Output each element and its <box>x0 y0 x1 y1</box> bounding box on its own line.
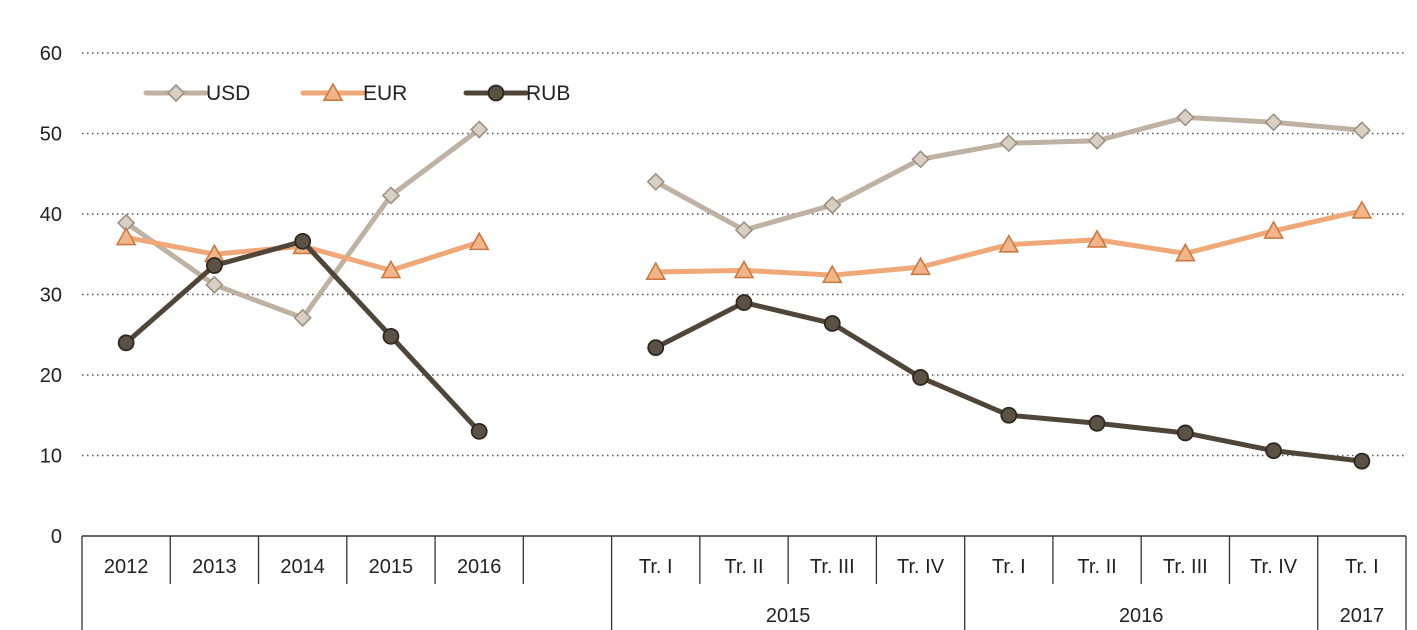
series-group <box>115 108 1373 470</box>
data-point-usd <box>734 220 754 240</box>
data-point-usd <box>911 150 930 169</box>
data-point-usd <box>166 83 186 103</box>
data-point-eur <box>998 233 1020 253</box>
x-tick-label: Tr. I <box>992 556 1026 578</box>
y-tick-label: 50 <box>40 124 62 146</box>
data-point-usd <box>1087 131 1107 150</box>
y-tick-label: 60 <box>40 43 62 65</box>
x-tick-label: Tr. I <box>1345 556 1379 578</box>
x-tick-label: 2013 <box>192 556 237 578</box>
data-point-eur <box>733 259 755 279</box>
data-point-rub <box>1088 414 1106 432</box>
legend-entry-eur: EUR <box>300 82 407 105</box>
data-point-rub <box>1353 452 1371 470</box>
legend-entry-rub: RUB <box>463 82 570 105</box>
x-tick-label: 2014 <box>280 556 325 578</box>
y-tick-label: 30 <box>40 285 62 307</box>
data-point-eur <box>115 226 137 246</box>
data-point-rub <box>647 339 665 357</box>
data-point-eur <box>1086 229 1108 248</box>
data-point-rub <box>912 369 929 386</box>
x-tick-label: 2016 <box>457 556 502 578</box>
series-eur <box>115 200 1373 284</box>
data-point-usd <box>205 275 224 294</box>
x-group-label: 2016 <box>1119 605 1164 627</box>
data-point-rub <box>117 334 135 352</box>
data-point-rub <box>294 232 312 250</box>
legend-entry-usd: USD <box>143 82 250 105</box>
legend-label: RUB <box>526 82 570 105</box>
data-point-eur <box>468 231 490 251</box>
y-tick-label: 20 <box>40 365 62 387</box>
data-point-rub <box>382 327 400 345</box>
x-tick-label: Tr. III <box>810 556 855 578</box>
data-point-rub <box>1265 442 1282 460</box>
x-group-label: 2017 <box>1340 605 1385 627</box>
data-point-usd <box>381 186 401 205</box>
series-line-usd <box>123 126 482 321</box>
x-tick-label: Tr. III <box>1163 556 1208 578</box>
data-point-rub <box>823 315 841 332</box>
data-point-rub <box>487 84 505 102</box>
data-point-usd <box>1264 113 1283 132</box>
x-tick-label: Tr. II <box>724 556 763 578</box>
series-line-rub <box>653 300 1365 464</box>
x-tick-label: Tr. I <box>639 556 673 578</box>
data-point-eur <box>322 82 344 101</box>
data-point-usd <box>823 196 842 215</box>
y-tick-label: 10 <box>40 446 62 468</box>
data-point-eur <box>910 256 931 276</box>
y-tick-label: 40 <box>40 204 62 226</box>
data-point-eur <box>1174 242 1196 262</box>
series-line-rub <box>123 238 482 434</box>
x-tick-label: Tr. IV <box>1250 556 1298 578</box>
data-point-usd <box>999 134 1018 153</box>
grid-lines <box>82 52 1406 457</box>
data-point-eur <box>645 261 667 280</box>
legend-label: USD <box>206 82 250 105</box>
y-axis: 0 10 20 30 40 50 60 <box>40 43 62 548</box>
x-tick-label: Tr. II <box>1077 556 1116 578</box>
data-point-rub <box>1176 424 1194 442</box>
x-tick-label: 2012 <box>104 556 149 578</box>
data-point-eur <box>380 259 402 279</box>
legend: USD EUR RUB <box>143 82 570 105</box>
x-tick-label: 2015 <box>369 556 414 578</box>
data-point-usd <box>1352 121 1371 140</box>
data-point-rub <box>735 294 753 311</box>
data-point-rub <box>1000 406 1018 424</box>
data-point-eur <box>1351 200 1373 219</box>
data-point-eur <box>821 264 843 284</box>
data-point-eur <box>1263 220 1284 239</box>
x-group-label: 2015 <box>766 605 811 627</box>
data-point-usd <box>293 308 312 327</box>
data-point-usd <box>470 120 489 139</box>
x-tick-label: Tr. IV <box>897 556 945 578</box>
legend-label: EUR <box>363 82 407 105</box>
series-usd <box>117 108 1371 327</box>
data-point-rub <box>470 422 488 440</box>
data-point-usd <box>646 172 665 191</box>
data-point-rub <box>205 257 223 274</box>
series-rub <box>117 232 1371 470</box>
data-point-usd <box>1176 108 1195 127</box>
x-axis: 2012 2013 2014 2015 2016 Tr. I Tr. II Tr. III Tr… <box>81 535 1407 630</box>
y-tick-label: 0 <box>51 526 62 548</box>
